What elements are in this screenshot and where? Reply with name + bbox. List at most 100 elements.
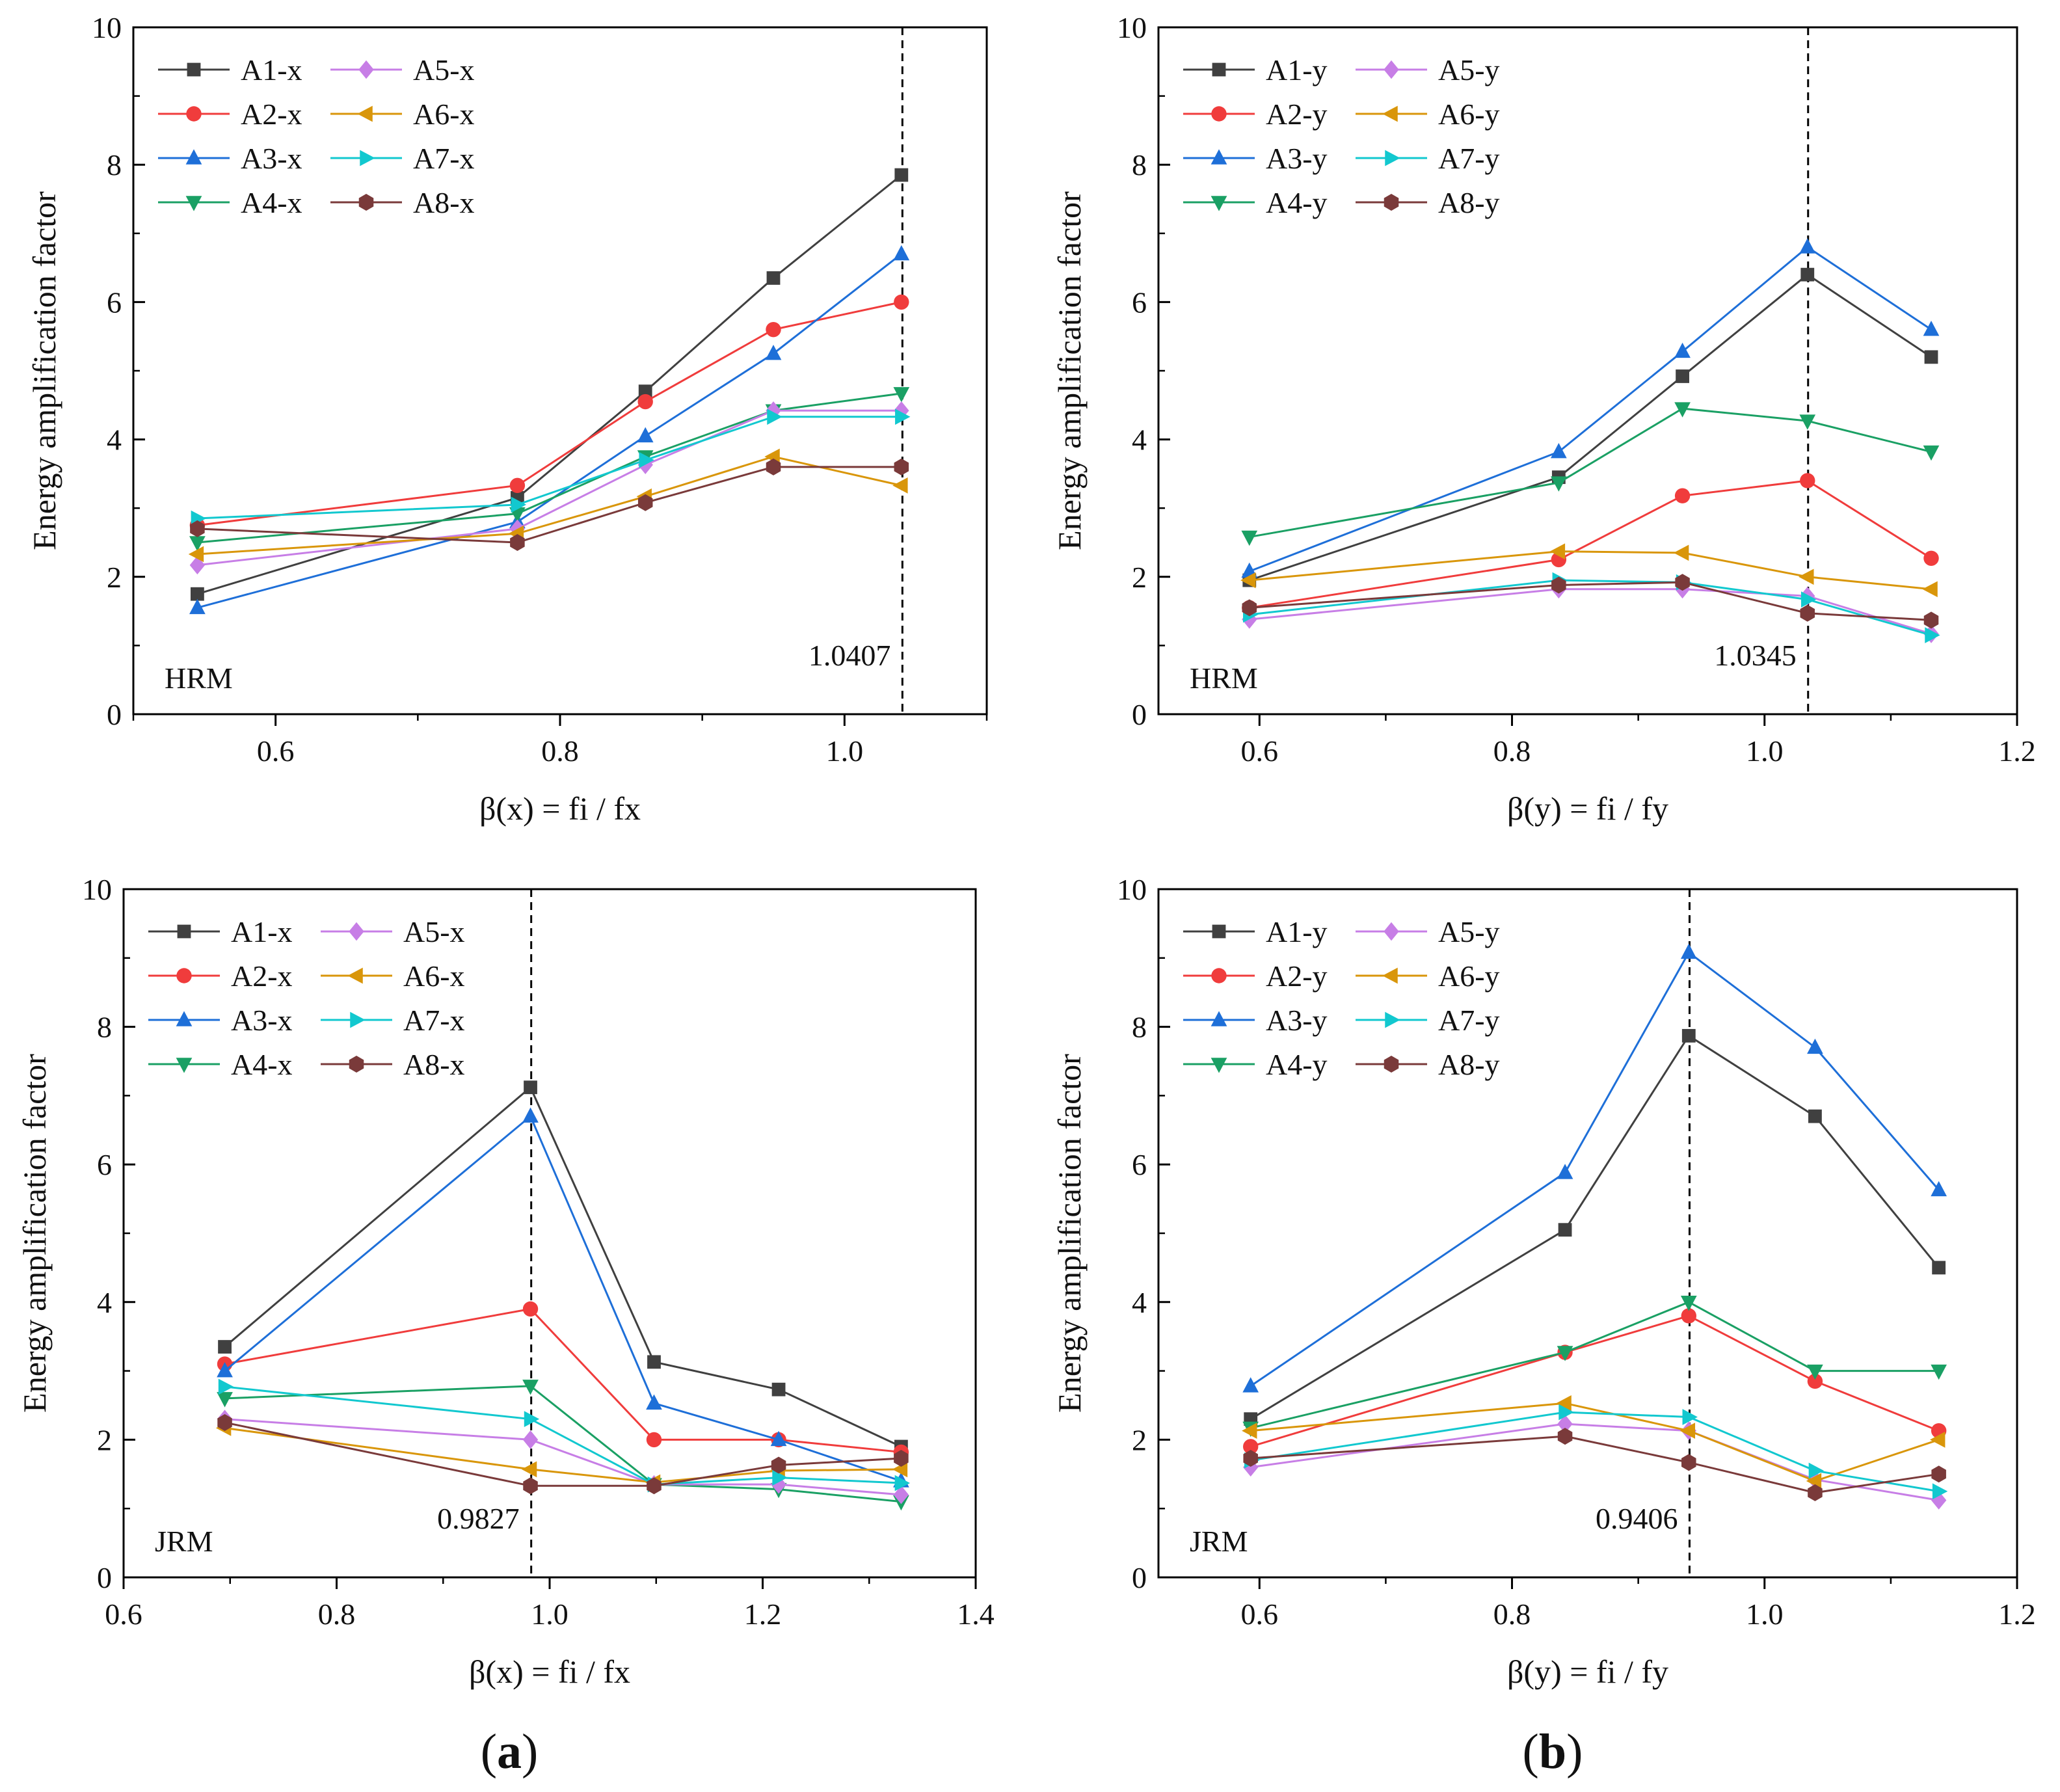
legend-marker	[1211, 1058, 1227, 1073]
legend-item-a6-x: A6-x	[330, 98, 475, 131]
legend-label: A6-x	[413, 98, 475, 131]
x-tick-label: 1.0	[826, 734, 864, 768]
resonance-value-label: 0.9827	[437, 1502, 520, 1535]
legend-marker	[1212, 62, 1226, 77]
data-point	[217, 1413, 232, 1431]
legend-marker	[349, 922, 364, 941]
legend-label: A2-y	[1266, 959, 1328, 993]
legend-label: A8-y	[1438, 186, 1500, 219]
chart-panel-hrm-x: 0 2 4 6 8 10 0.6 0.8 1.0 β(x) = fi / fx Energy amp…	[26, 11, 988, 827]
y-tick-label: 0	[1132, 1561, 1147, 1594]
data-point	[894, 294, 909, 310]
data-point	[1240, 572, 1256, 589]
legend-item-a5-x: A5-x	[330, 53, 475, 87]
figure-label-b-letter: b	[1539, 1724, 1566, 1779]
data-point	[217, 1392, 233, 1408]
data-point	[1801, 591, 1817, 608]
data-point	[766, 458, 781, 475]
x-axis-title: β(y) = fi / fy	[1507, 790, 1668, 827]
legend-marker	[1384, 194, 1399, 211]
data-point	[1674, 402, 1691, 418]
x-tick-label: 1.2	[1998, 1598, 2036, 1631]
figure-label-a-letter: a	[497, 1724, 522, 1779]
data-point	[1549, 543, 1566, 560]
data-point	[1673, 544, 1689, 561]
data-point	[1680, 1296, 1697, 1311]
series-a5-y	[1243, 1414, 1947, 1510]
series-line	[1250, 951, 1940, 1387]
legend-marker	[360, 150, 375, 167]
legend-marker	[1382, 105, 1398, 122]
data-point	[509, 519, 526, 539]
y-tick-label: 2	[1132, 561, 1147, 594]
data-point	[1807, 1364, 1823, 1380]
series-line	[197, 409, 902, 567]
legend-label: A6-y	[1438, 98, 1500, 131]
y-tick-label: 8	[97, 1011, 112, 1044]
legend-marker	[347, 967, 363, 984]
data-point	[191, 587, 204, 601]
legend-label: A5-y	[1438, 53, 1500, 87]
legend-marker	[1382, 967, 1398, 984]
figure-label-b-close: )	[1566, 1724, 1583, 1779]
legend-marker	[1211, 106, 1227, 122]
legend-marker	[1384, 922, 1399, 941]
y-tick-label: 6	[107, 286, 122, 319]
legend-item-a2-y: A2-y	[1183, 98, 1328, 131]
data-point	[1557, 1428, 1573, 1445]
legend-label: A4-x	[241, 186, 302, 219]
figure-label-a-open: (	[481, 1724, 497, 1779]
series-line	[224, 1421, 902, 1487]
legend-marker	[350, 1011, 366, 1028]
legend-marker	[1211, 968, 1227, 983]
y-tick-label: 4	[107, 423, 122, 457]
resonance-value-label: 1.0345	[1714, 639, 1797, 672]
data-point	[1799, 238, 1816, 254]
data-point	[218, 1378, 234, 1395]
legend-label: A8-x	[413, 186, 475, 219]
x-axis-title: β(x) = fi / fx	[469, 1653, 630, 1690]
series-line	[197, 253, 902, 609]
data-point	[189, 536, 206, 552]
y-tick-label: 4	[1132, 423, 1147, 457]
chart-panel-jrm-y: 0 2 4 6 8 10 0.6 0.8 1.0 1.2 β(y) = fi / fy Energy …	[1051, 873, 2036, 1690]
data-point	[767, 408, 783, 425]
data-point	[892, 477, 908, 494]
legend-item-a2-y: A2-y	[1183, 959, 1328, 993]
x-tick-label: 0.8	[1493, 734, 1531, 768]
legend-marker	[1212, 924, 1226, 939]
y-tick-label: 4	[1132, 1286, 1147, 1319]
data-point	[893, 245, 910, 261]
x-tick-label: 0.8	[318, 1598, 356, 1631]
data-point	[1680, 943, 1697, 959]
series-line	[1249, 581, 1932, 621]
y-tick-label: 6	[97, 1148, 112, 1181]
legend-label: A3-x	[241, 142, 302, 175]
x-tick-label: 0.6	[257, 734, 295, 768]
x-tick-label: 1.2	[1998, 734, 2036, 768]
series-line	[224, 1307, 902, 1453]
data-point	[1929, 1432, 1946, 1448]
y-tick-label: 10	[1117, 873, 1147, 906]
data-point	[1932, 1483, 1948, 1500]
data-point	[1243, 1458, 1259, 1477]
data-point	[1808, 1484, 1823, 1501]
x-tick-label: 0.8	[1493, 1598, 1531, 1631]
series-a7-y	[1243, 572, 1940, 643]
data-point	[1681, 1454, 1696, 1471]
series-a2-x	[189, 294, 909, 533]
legend-label: A7-x	[413, 142, 475, 175]
data-point	[1806, 1473, 1822, 1490]
data-point	[1557, 1346, 1573, 1361]
legend-label: A6-x	[403, 959, 465, 993]
series-line	[224, 1086, 902, 1448]
legend-label: A7-y	[1438, 1004, 1500, 1037]
data-point	[1676, 369, 1689, 383]
series-line	[1249, 407, 1932, 539]
legend-label: A6-y	[1438, 959, 1500, 993]
y-tick-label: 0	[97, 1561, 112, 1594]
resonance-value-label: 0.9406	[1596, 1502, 1678, 1535]
data-point	[1924, 350, 1938, 364]
y-axis-title: Energy amplification factor	[1051, 1054, 1088, 1413]
